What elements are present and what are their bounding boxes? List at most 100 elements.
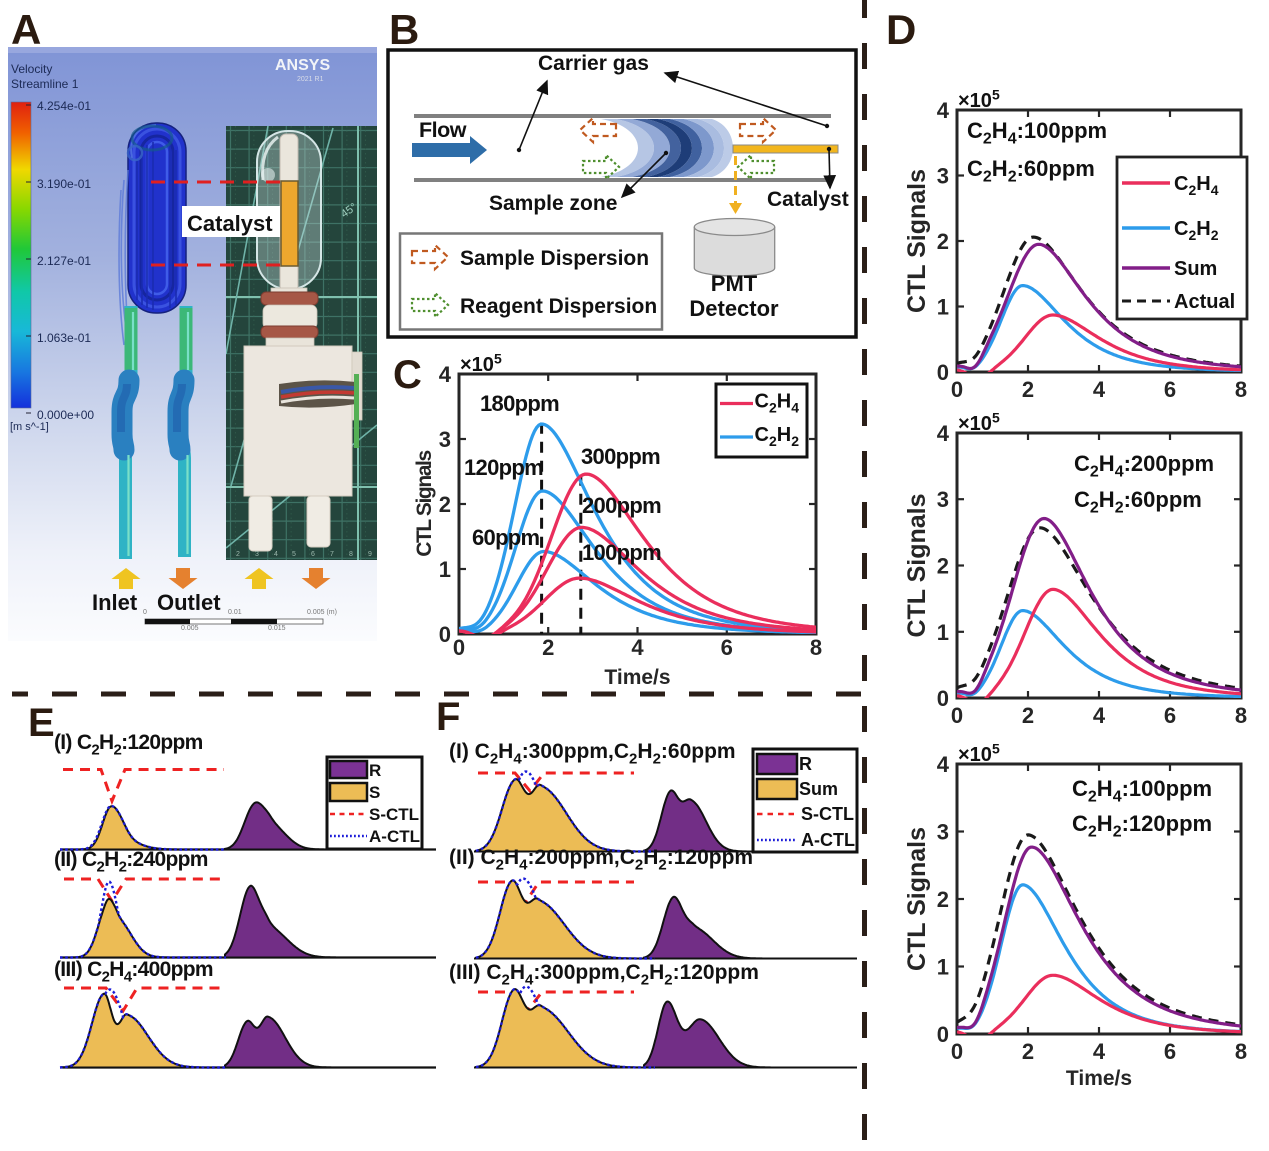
svg-text:(II) C2H4:200ppm,C2H2:120ppm: (II) C2H4:200ppm,C2H2:120ppm <box>449 846 753 874</box>
svg-text:CTL Signals: CTL Signals <box>413 451 436 557</box>
svg-text:2021 R1: 2021 R1 <box>297 76 324 83</box>
svg-text:3.190e-01: 3.190e-01 <box>37 177 91 191</box>
svg-text:0: 0 <box>453 635 465 660</box>
svg-text:2: 2 <box>236 551 240 558</box>
svg-text:200ppm: 200ppm <box>582 493 661 518</box>
svg-text:6: 6 <box>311 551 315 558</box>
svg-text:2: 2 <box>937 887 949 912</box>
svg-text:C2H2:60ppm: C2H2:60ppm <box>1074 487 1202 517</box>
svg-text:C2H2:120ppm: C2H2:120ppm <box>1072 811 1212 841</box>
svg-text:1: 1 <box>439 557 451 582</box>
svg-text:(III) C2H4:400ppm: (III) C2H4:400ppm <box>54 958 213 986</box>
svg-text:Sample zone: Sample zone <box>489 192 617 215</box>
svg-text:1: 1 <box>937 620 949 645</box>
svg-text:2: 2 <box>1022 1039 1034 1064</box>
svg-text:Streamline 1: Streamline 1 <box>11 77 79 91</box>
svg-text:Outlet: Outlet <box>157 590 221 615</box>
svg-text:2: 2 <box>1022 377 1034 402</box>
svg-text:Detector: Detector <box>689 296 779 321</box>
svg-text:CTL Signals: CTL Signals <box>903 493 931 637</box>
svg-text:6: 6 <box>721 635 733 660</box>
svg-text:4: 4 <box>274 551 278 558</box>
svg-text:0: 0 <box>951 703 963 728</box>
svg-text:E: E <box>28 701 55 745</box>
svg-text:C2H2:60ppm: C2H2:60ppm <box>967 156 1095 186</box>
svg-text:4.254e-01: 4.254e-01 <box>37 99 91 113</box>
svg-text:[m s^-1]: [m s^-1] <box>10 421 49 433</box>
svg-text:Sum: Sum <box>1174 258 1217 280</box>
svg-text:1: 1 <box>937 295 949 320</box>
svg-text:4: 4 <box>937 98 950 123</box>
svg-text:3: 3 <box>937 164 949 189</box>
svg-text:Catalyst: Catalyst <box>187 211 273 236</box>
svg-text:180ppm: 180ppm <box>480 391 559 416</box>
svg-text:A: A <box>11 6 41 53</box>
svg-text:S-CTL: S-CTL <box>369 805 419 824</box>
svg-text:R: R <box>369 761 381 780</box>
svg-text:×105: ×105 <box>958 740 1000 766</box>
svg-text:CTL Signals: CTL Signals <box>903 169 931 313</box>
svg-text:(I) C2H4:300ppm,C2H2:60ppm: (I) C2H4:300ppm,C2H2:60ppm <box>449 740 736 768</box>
svg-text:120ppm: 120ppm <box>464 455 543 480</box>
svg-text:100ppm: 100ppm <box>582 540 661 565</box>
svg-text:Inlet: Inlet <box>92 590 138 615</box>
svg-text:PMT: PMT <box>711 271 758 296</box>
svg-text:2: 2 <box>542 635 554 660</box>
svg-text:2: 2 <box>937 554 949 579</box>
svg-text:4: 4 <box>1093 377 1106 402</box>
svg-text:4: 4 <box>937 421 950 446</box>
svg-text:Catalyst: Catalyst <box>767 188 849 211</box>
svg-text:0: 0 <box>937 1022 949 1047</box>
svg-text:R: R <box>799 754 812 774</box>
svg-text:×105: ×105 <box>958 86 1000 112</box>
svg-text:2: 2 <box>439 492 451 517</box>
svg-text:Velocity: Velocity <box>11 62 52 76</box>
svg-text:6: 6 <box>1164 377 1176 402</box>
svg-text:C2H4: C2H4 <box>755 391 800 416</box>
svg-text:Time/s: Time/s <box>604 666 670 689</box>
svg-text:C2H4: C2H4 <box>1174 173 1219 198</box>
svg-text:8: 8 <box>349 551 353 558</box>
svg-text:B: B <box>389 6 419 53</box>
svg-text:0: 0 <box>951 377 963 402</box>
svg-text:A-CTL: A-CTL <box>369 827 420 846</box>
svg-text:1: 1 <box>937 955 949 980</box>
svg-text:×105: ×105 <box>460 350 502 376</box>
svg-text:0: 0 <box>143 609 147 616</box>
svg-text:C2H4:100ppm: C2H4:100ppm <box>1072 776 1212 806</box>
svg-text:Sample Dispersion: Sample Dispersion <box>460 247 649 270</box>
svg-text:7: 7 <box>330 551 334 558</box>
svg-text:(I) C2H2:120ppm: (I) C2H2:120ppm <box>54 731 203 759</box>
svg-text:4: 4 <box>937 752 950 777</box>
svg-text:0.005 (m): 0.005 (m) <box>307 609 337 616</box>
svg-text:ANSYS: ANSYS <box>275 57 330 74</box>
svg-text:Reagent Dispersion: Reagent Dispersion <box>460 295 657 318</box>
svg-text:9: 9 <box>368 551 372 558</box>
svg-text:C: C <box>393 353 422 397</box>
svg-text:300ppm: 300ppm <box>581 444 660 469</box>
svg-text:4: 4 <box>1093 703 1106 728</box>
svg-text:0: 0 <box>937 686 949 711</box>
svg-text:3: 3 <box>937 820 949 845</box>
svg-text:Flow: Flow <box>419 118 467 142</box>
svg-text:5: 5 <box>292 551 296 558</box>
svg-text:0: 0 <box>951 1039 963 1064</box>
svg-text:3: 3 <box>937 487 949 512</box>
svg-text:2: 2 <box>937 229 949 254</box>
svg-text:4: 4 <box>1093 1039 1106 1064</box>
svg-text:A-CTL: A-CTL <box>801 830 855 850</box>
svg-text:1.063e-01: 1.063e-01 <box>37 331 91 345</box>
svg-text:8: 8 <box>810 635 822 660</box>
svg-text:4: 4 <box>439 362 452 387</box>
svg-text:Time/s: Time/s <box>1066 1067 1132 1090</box>
svg-text:8: 8 <box>1235 377 1247 402</box>
svg-text:C2H2: C2H2 <box>755 424 800 449</box>
svg-text:4: 4 <box>631 635 644 660</box>
svg-text:(II) C2H2:240ppm: (II) C2H2:240ppm <box>54 848 208 876</box>
svg-text:Sum: Sum <box>799 779 838 799</box>
svg-text:S-CTL: S-CTL <box>801 804 854 824</box>
svg-text:0.01: 0.01 <box>228 609 242 616</box>
svg-text:8: 8 <box>1235 703 1247 728</box>
svg-text:8: 8 <box>1235 1039 1247 1064</box>
svg-text:C2H4:200ppm: C2H4:200ppm <box>1074 451 1214 481</box>
